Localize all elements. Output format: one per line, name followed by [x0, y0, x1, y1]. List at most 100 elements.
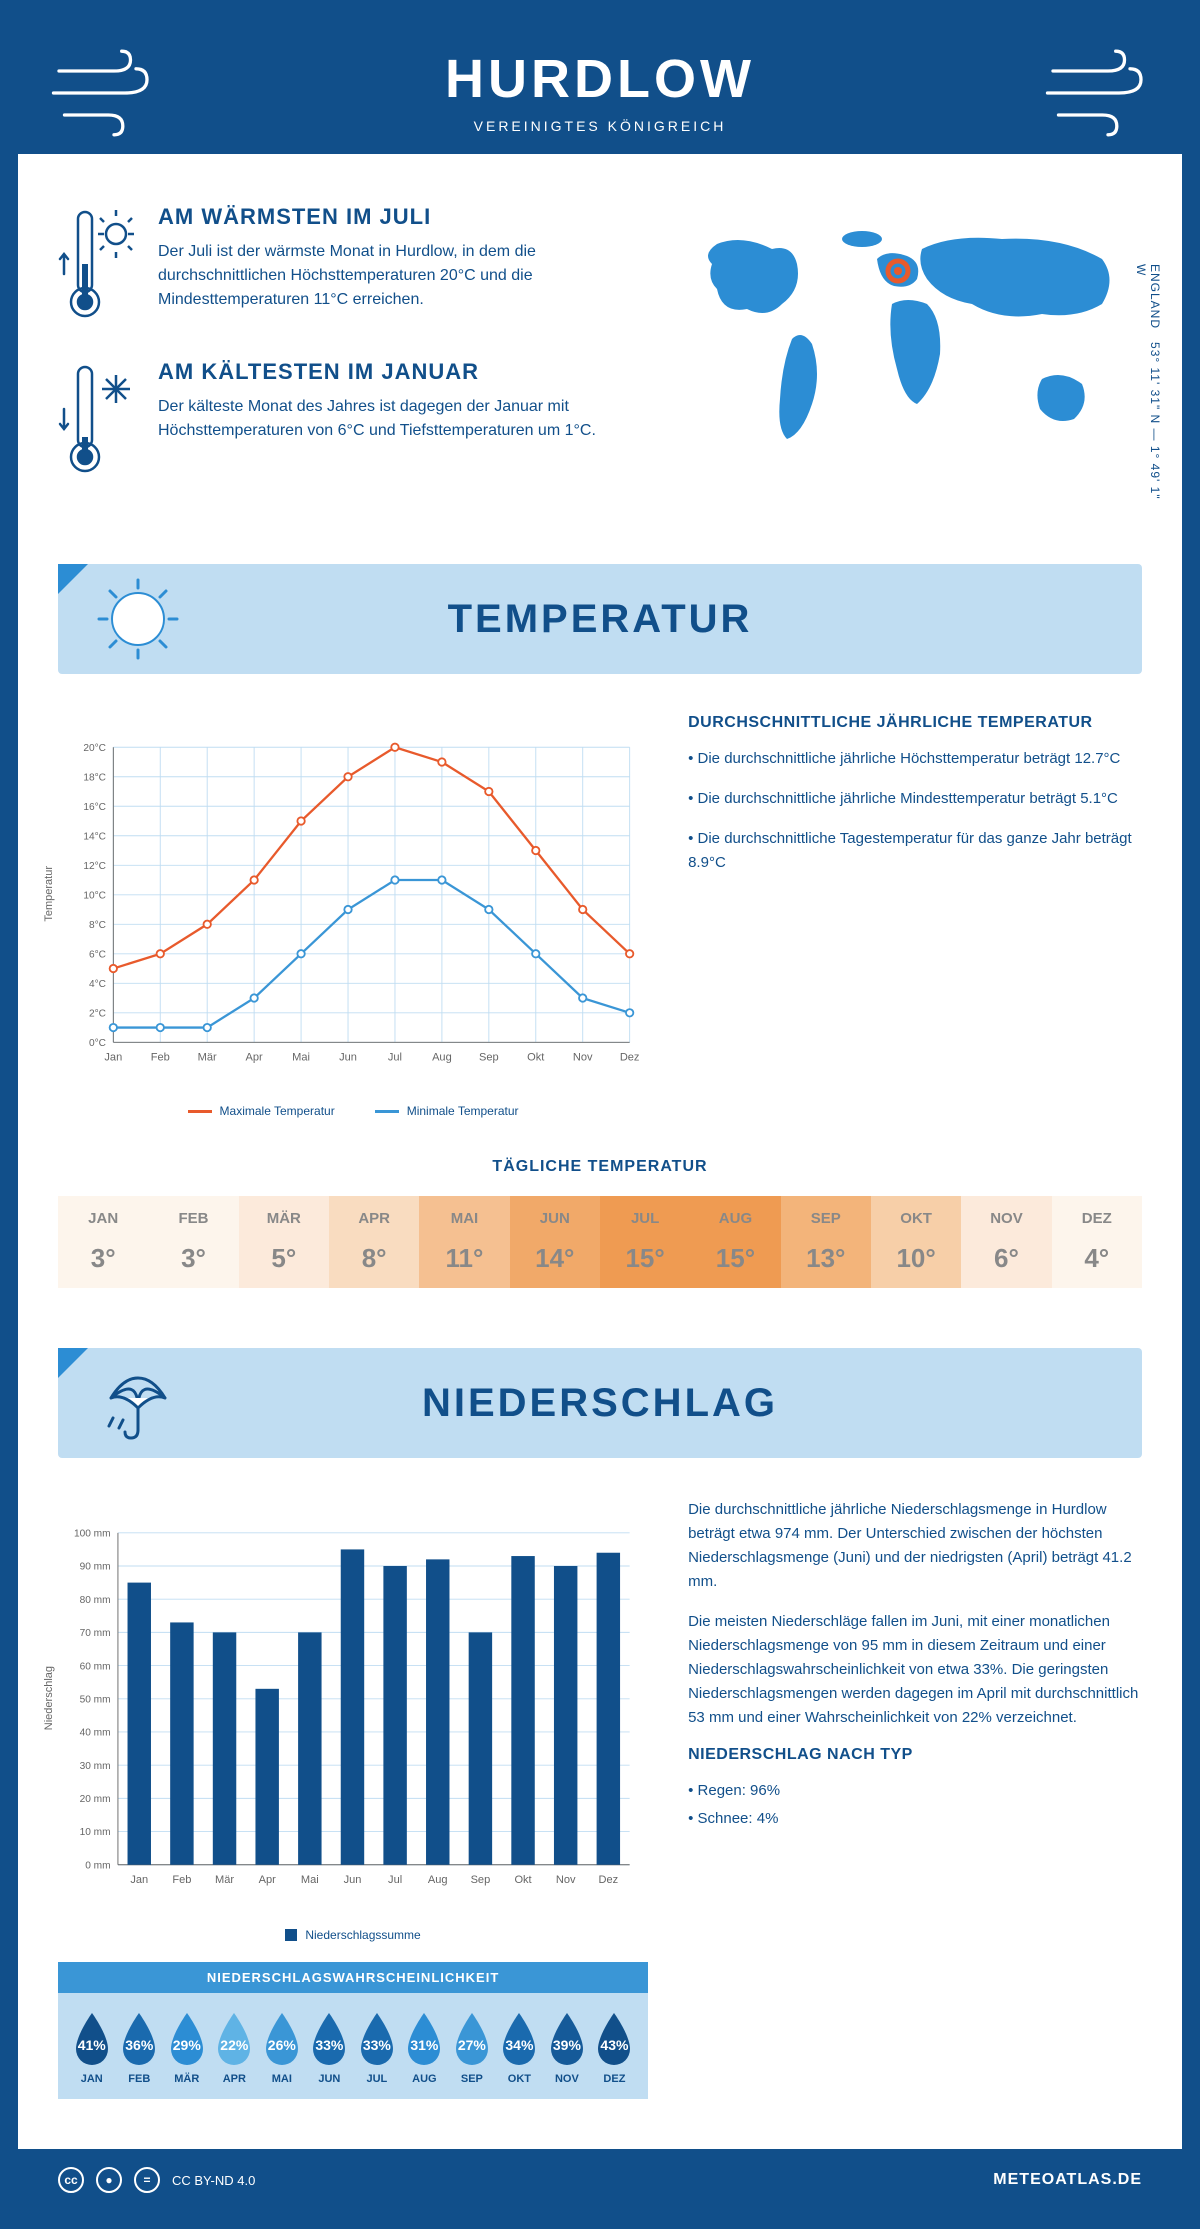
- umbrella-icon: [93, 1358, 183, 1448]
- daily-temp-cell: DEZ4°: [1052, 1196, 1142, 1288]
- svg-text:Nov: Nov: [573, 1052, 593, 1064]
- legend-min: Minimale Temperatur: [375, 1104, 519, 1118]
- header: HURDLOW VEREINIGTES KÖNIGREICH: [18, 18, 1182, 154]
- svg-text:Nov: Nov: [556, 1874, 576, 1886]
- svg-text:100 mm: 100 mm: [74, 1529, 111, 1540]
- svg-text:16°C: 16°C: [83, 802, 106, 813]
- svg-text:Dez: Dez: [599, 1874, 619, 1886]
- svg-text:Jul: Jul: [388, 1874, 402, 1886]
- svg-text:Jan: Jan: [104, 1052, 122, 1064]
- warmest-block: AM WÄRMSTEN IM JULI Der Juli ist der wär…: [58, 204, 632, 324]
- temperature-line-chart: 0°C 2°C 4°C 6°C 8°C 10°C 12°C 14°C 16°C 18°C 20°C J…: [58, 714, 648, 1094]
- probability-drop: 29%MÄR: [163, 2011, 211, 2085]
- svg-text:6°C: 6°C: [89, 949, 106, 960]
- svg-text:Okt: Okt: [527, 1052, 544, 1064]
- svg-text:0°C: 0°C: [89, 1038, 106, 1049]
- precipitation-bar-chart: 0 mm10 mm20 mm30 mm40 mm50 mm60 mm70 mm8…: [58, 1498, 648, 1918]
- svg-text:90 mm: 90 mm: [80, 1562, 111, 1573]
- daily-temp-cell: MAI11°: [419, 1196, 509, 1288]
- probability-drop: 31%AUG: [401, 2011, 449, 2085]
- svg-text:14°C: 14°C: [83, 831, 106, 842]
- page-subtitle: VEREINIGTES KÖNIGREICH: [18, 118, 1182, 134]
- probability-drop: 26%MAI: [258, 2011, 306, 2085]
- infographic-page: HURDLOW VEREINIGTES KÖNIGREICH: [0, 0, 1200, 2229]
- svg-text:20 mm: 20 mm: [80, 1794, 111, 1805]
- svg-text:18°C: 18°C: [83, 772, 106, 783]
- daily-temp-cell: FEB3°: [148, 1196, 238, 1288]
- page-title: HURDLOW: [18, 48, 1182, 110]
- probability-drop: 34%OKT: [496, 2011, 544, 2085]
- svg-text:Okt: Okt: [514, 1874, 531, 1886]
- svg-text:12°C: 12°C: [83, 861, 106, 872]
- daily-temp-cell: MÄR5°: [239, 1196, 329, 1288]
- svg-text:Jun: Jun: [344, 1874, 362, 1886]
- coldest-text: Der kälteste Monat des Jahres ist dagege…: [158, 395, 632, 443]
- svg-text:Jul: Jul: [388, 1052, 402, 1064]
- daily-temperature-table: TÄGLICHE TEMPERATUR JAN3°FEB3°MÄR5°APR8°…: [18, 1138, 1182, 1328]
- precipitation-probability: NIEDERSCHLAGSWAHRSCHEINLICHKEIT 41%JAN36…: [58, 1962, 648, 2099]
- svg-text:10°C: 10°C: [83, 890, 106, 901]
- svg-text:4°C: 4°C: [89, 979, 106, 990]
- svg-text:8°C: 8°C: [89, 920, 106, 931]
- site-name: METEOATLAS.DE: [993, 2171, 1142, 2189]
- footer: cc ● = CC BY-ND 4.0 METEOATLAS.DE: [18, 2149, 1182, 2211]
- svg-text:Mär: Mär: [215, 1874, 234, 1886]
- wind-icon: [48, 48, 158, 138]
- coldest-title: AM KÄLTESTEN IM JANUAR: [158, 359, 632, 385]
- daily-temp-cell: SEP13°: [781, 1196, 871, 1288]
- sun-icon: [93, 574, 183, 664]
- daily-temp-cell: JUL15°: [600, 1196, 690, 1288]
- svg-text:Apr: Apr: [246, 1052, 264, 1064]
- coldest-block: AM KÄLTESTEN IM JANUAR Der kälteste Mona…: [58, 359, 632, 479]
- svg-text:Feb: Feb: [172, 1874, 191, 1886]
- probability-drop: 39%NOV: [543, 2011, 591, 2085]
- svg-text:Feb: Feb: [151, 1052, 170, 1064]
- coordinates: ENGLAND 53° 11' 31" N — 1° 49' 1" W: [1134, 264, 1162, 514]
- daily-temp-cell: NOV6°: [961, 1196, 1051, 1288]
- daily-temp-cell: APR8°: [329, 1196, 419, 1288]
- temperature-heading: TEMPERATUR: [218, 597, 1142, 642]
- daily-temp-cell: JAN3°: [58, 1196, 148, 1288]
- svg-text:Sep: Sep: [479, 1052, 499, 1064]
- daily-temp-cell: JUN14°: [510, 1196, 600, 1288]
- probability-drop: 33%JUN: [306, 2011, 354, 2085]
- svg-text:Jan: Jan: [130, 1874, 148, 1886]
- nd-icon: =: [134, 2167, 160, 2193]
- svg-text:Mai: Mai: [292, 1052, 310, 1064]
- world-map: ENGLAND 53° 11' 31" N — 1° 49' 1" W: [662, 204, 1142, 514]
- legend-max: Maximale Temperatur: [188, 1104, 335, 1118]
- legend-precip: Niederschlagssumme: [285, 1928, 420, 1942]
- by-icon: ●: [96, 2167, 122, 2193]
- probability-drop: 27%SEP: [448, 2011, 496, 2085]
- daily-temp-cell: OKT10°: [871, 1196, 961, 1288]
- svg-text:Apr: Apr: [259, 1874, 277, 1886]
- probability-drop: 36%FEB: [116, 2011, 164, 2085]
- svg-text:2°C: 2°C: [89, 1008, 106, 1019]
- svg-text:0 mm: 0 mm: [85, 1860, 110, 1871]
- thermometer-snow-icon: [58, 359, 138, 479]
- temperature-banner: TEMPERATUR: [58, 564, 1142, 674]
- svg-text:40 mm: 40 mm: [80, 1728, 111, 1739]
- svg-text:Mär: Mär: [198, 1052, 217, 1064]
- intro-section: AM WÄRMSTEN IM JULI Der Juli ist der wär…: [18, 154, 1182, 544]
- probability-drop: 43%DEZ: [591, 2011, 639, 2085]
- precipitation-heading: NIEDERSCHLAG: [218, 1381, 1142, 1426]
- svg-text:10 mm: 10 mm: [80, 1827, 111, 1838]
- svg-text:Mai: Mai: [301, 1874, 319, 1886]
- svg-text:50 mm: 50 mm: [80, 1694, 111, 1705]
- svg-text:Aug: Aug: [428, 1874, 448, 1886]
- svg-text:30 mm: 30 mm: [80, 1761, 111, 1772]
- svg-text:Sep: Sep: [471, 1874, 491, 1886]
- wind-icon: [1042, 48, 1152, 138]
- svg-text:60 mm: 60 mm: [80, 1661, 111, 1672]
- probability-drop: 33%JUL: [353, 2011, 401, 2085]
- precipitation-summary: Die durchschnittliche jährliche Niedersc…: [688, 1498, 1142, 2099]
- svg-text:Aug: Aug: [432, 1052, 452, 1064]
- license-text: CC BY-ND 4.0: [172, 2173, 255, 2188]
- thermometer-sun-icon: [58, 204, 138, 324]
- precipitation-banner: NIEDERSCHLAG: [58, 1348, 1142, 1458]
- svg-text:20°C: 20°C: [83, 743, 106, 754]
- warmest-title: AM WÄRMSTEN IM JULI: [158, 204, 632, 230]
- svg-text:70 mm: 70 mm: [80, 1628, 111, 1639]
- probability-drop: 41%JAN: [68, 2011, 116, 2085]
